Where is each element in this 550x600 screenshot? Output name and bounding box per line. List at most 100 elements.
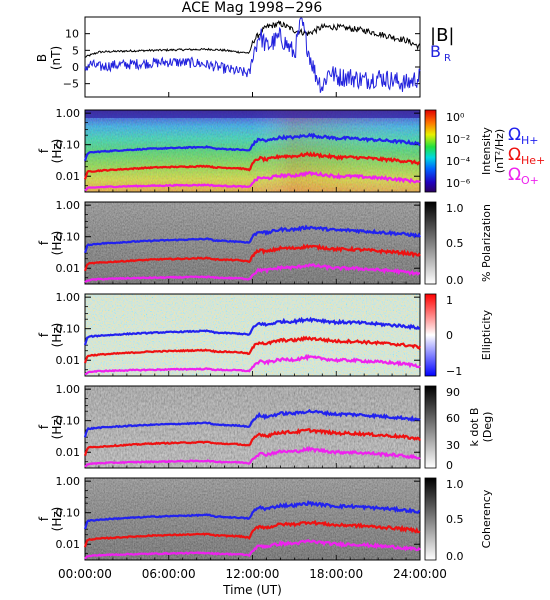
time-tick-label: 00:00:00 (58, 567, 112, 581)
polarization-panel: 1.0 0.5 0.0 % Polarization (84, 201, 493, 287)
spectrogram-axis-group: f (Hz) 1.00 0.10 0.01 (37, 291, 421, 376)
b-field-ytick-label: 0 (72, 61, 79, 74)
polarization-bar-tick: 0.5 (446, 237, 464, 250)
o-plus-gyro-line (84, 538, 421, 560)
b-field-plot-area (84, 16, 421, 98)
freq-axis-label: f (37, 148, 51, 153)
freq-axis-label: f (37, 516, 51, 521)
freq-tick-label: 1.00 (56, 107, 81, 120)
kdotb-bar-tick: 0 (446, 459, 453, 472)
freq-tick-label: 0.01 (56, 446, 81, 459)
gyro-legend-o-symbol: Ω (508, 165, 521, 185)
freq-tick-label: 0.10 (56, 507, 81, 520)
gyro-legend-he-symbol: Ω (508, 145, 521, 165)
polarization-colorbar (424, 201, 437, 285)
kdotb-bar-label: k dot B (468, 408, 481, 447)
intensity-bar-tick: 10⁻² (446, 133, 470, 146)
gyro-legend-h: Ω H+ (508, 125, 539, 147)
ellipticity-bar-tick: 1 (446, 294, 453, 307)
legend-b-r-subscript: R (444, 53, 451, 64)
o-plus-gyro-line (84, 170, 421, 192)
time-axis: 00:00:00 06:00:00 12:00:00 18:00:00 24:00:00… (58, 567, 447, 597)
freq-tick-label: 0.10 (56, 323, 81, 336)
freq-tick-label: 0.01 (56, 262, 81, 275)
freq-axis-unit: (Hz) (50, 323, 64, 348)
coherency-bar-tick: 0.5 (446, 513, 464, 526)
b-field-ytick-label: 10 (65, 28, 79, 41)
ellipticity-bar-tick: 0 (446, 329, 453, 342)
freq-tick-label: 0.01 (56, 170, 81, 183)
ellipticity-texture (85, 294, 420, 376)
polarization-bar-tick: 0.0 (446, 274, 464, 287)
coherency-bar-tick: 0.0 (446, 550, 464, 563)
coherency-bar-tick: 1.0 (446, 478, 464, 491)
gyro-legend-o-sub: O+ (521, 174, 539, 187)
freq-tick-label: 1.00 (56, 199, 81, 212)
intensity-bar-tick: 10⁻⁶ (446, 177, 471, 190)
intensity-bar-unit: (nT²/Hz) (493, 129, 506, 173)
time-tick-label: 12:00:00 (226, 567, 280, 581)
kdotb-panel: 90 60 30 0 k dot B (Deg) (84, 385, 494, 472)
gyro-legend-he: Ω He+ (508, 145, 545, 167)
kdotb-bar-tick: 90 (446, 386, 460, 399)
coherency-texture (85, 478, 420, 560)
spectrogram-axis-group: f (Hz) 1.00 0.10 0.01 (37, 199, 422, 284)
polarization-bar-tick: 1.0 (446, 202, 464, 215)
freq-tick-label: 1.00 (56, 475, 81, 488)
b-total-line (84, 19, 421, 58)
gyro-legend-h-sub: H+ (521, 134, 539, 147)
freq-axis-unit: (Hz) (50, 139, 64, 164)
b-field-ylabel-unit: (nT) (49, 46, 63, 70)
spectrogram-axis-group: f (Hz) 1.00 0.10 0.01 (37, 107, 421, 192)
intensity-colorbar (424, 109, 437, 193)
coherency-colorbar (424, 477, 437, 561)
he-plus-gyro-line (83, 243, 421, 272)
o-plus-gyro-line (84, 445, 421, 468)
time-axis-label: Time (UT) (222, 583, 282, 597)
he-plus-gyro-line (83, 519, 421, 548)
intensity-bar-label: Intensity (480, 127, 493, 175)
ellipticity-bar-tick: −1 (446, 365, 462, 378)
freq-axis-unit: (Hz) (50, 507, 64, 532)
time-tick-label: 06:00:00 (142, 567, 196, 581)
freq-tick-label: 1.00 (56, 291, 81, 304)
b-field-panel: 10 5 0 −5 B (nT) |B| B R (35, 16, 454, 98)
intensity-panel: 10⁰ 10⁻² 10⁻⁴ 10⁻⁶ Intensity (nT²/Hz) Ω … (84, 109, 545, 193)
legend-b-total: |B| (430, 25, 454, 46)
b-field-ytick-label: −5 (63, 78, 79, 91)
freq-tick-label: 0.10 (56, 231, 81, 244)
ellipticity-bar-label: Ellipticity (480, 309, 493, 360)
time-tick-label: 24:00:00 (393, 567, 447, 581)
spectrogram-axis-group: f (Hz) 1.00 0.10 0.01 (37, 475, 421, 560)
gyro-legend-h-symbol: Ω (508, 125, 521, 145)
b-field-ylabel: B (35, 54, 49, 62)
freq-axis-label: f (37, 332, 51, 337)
he-plus-gyro-line (83, 335, 421, 364)
freq-tick-label: 0.10 (56, 139, 81, 152)
coherency-bar-label: Coherency (480, 489, 493, 548)
freq-axis-label: f (37, 240, 51, 245)
freq-tick-label: 1.00 (56, 383, 81, 396)
h-plus-gyro-line (83, 224, 422, 254)
freq-tick-label: 0.10 (56, 415, 81, 428)
h-plus-gyro-line (83, 316, 421, 346)
dynamic-layer: f (Hz)1.000.100.01f (Hz)1.000.100.01f (Hz)1… (37, 107, 447, 597)
intensity-texture (85, 110, 420, 192)
b-field-ytick-label: 5 (72, 44, 79, 57)
freq-axis-label: f (37, 424, 51, 429)
coherency-panel: 1.0 0.5 0.0 Coherency (84, 477, 493, 563)
kdotb-bar-unit: (Deg) (481, 412, 494, 443)
kdotb-texture (85, 386, 420, 468)
freq-tick-label: 0.01 (56, 538, 81, 551)
freq-axis-unit: (Hz) (50, 415, 64, 440)
ellipticity-colorbar (424, 293, 437, 377)
kdotb-colorbar (424, 385, 437, 469)
intensity-bar-tick: 10⁻⁴ (446, 155, 471, 168)
h-plus-gyro-line (83, 499, 421, 530)
b-field-series (84, 17, 421, 93)
chart-title: ACE Mag 1998−296 (182, 0, 323, 16)
h-plus-gyro-line (83, 132, 421, 162)
freq-axis-unit: (Hz) (50, 231, 64, 256)
o-plus-gyro-line (84, 263, 421, 283)
